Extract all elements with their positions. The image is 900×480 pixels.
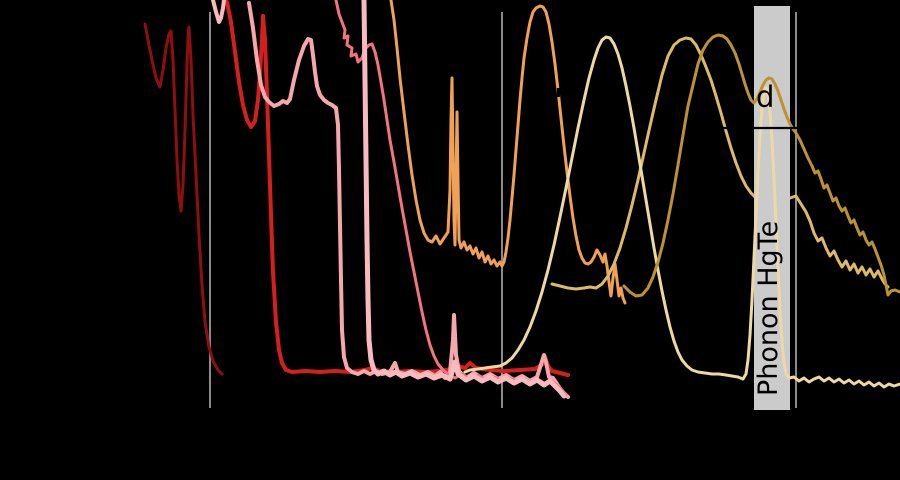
spectrum-orange — [389, 0, 627, 305]
spectra-under-band — [143, 0, 890, 399]
spectrum-red — [225, 0, 570, 377]
spectrum-palepink-stub — [211, 0, 226, 24]
spectrum-wheat — [463, 35, 900, 389]
occluded-label-fragment — [734, 93, 738, 102]
occluded-label-fragment — [699, 95, 703, 102]
spectra-over-band — [463, 33, 900, 389]
phonon-band-label: Phonon HgTe — [753, 221, 784, 396]
occluded-label-fragments — [557, 88, 738, 102]
occluded-label-fragment — [557, 88, 560, 97]
occluded-label-fragment — [651, 91, 654, 99]
annotation-d-label: d — [756, 80, 774, 114]
occluded-label-fragment — [727, 93, 731, 102]
spectrum-darkred — [143, 22, 224, 376]
occluded-label-fragment — [617, 93, 620, 101]
phonon-band — [754, 6, 790, 410]
x-gridlines — [209, 12, 797, 408]
spectrum-palepink — [361, 0, 567, 399]
spectrum-pink — [247, 1, 570, 399]
spectrum-khaki — [622, 33, 900, 298]
spectrum-gold — [550, 36, 890, 291]
